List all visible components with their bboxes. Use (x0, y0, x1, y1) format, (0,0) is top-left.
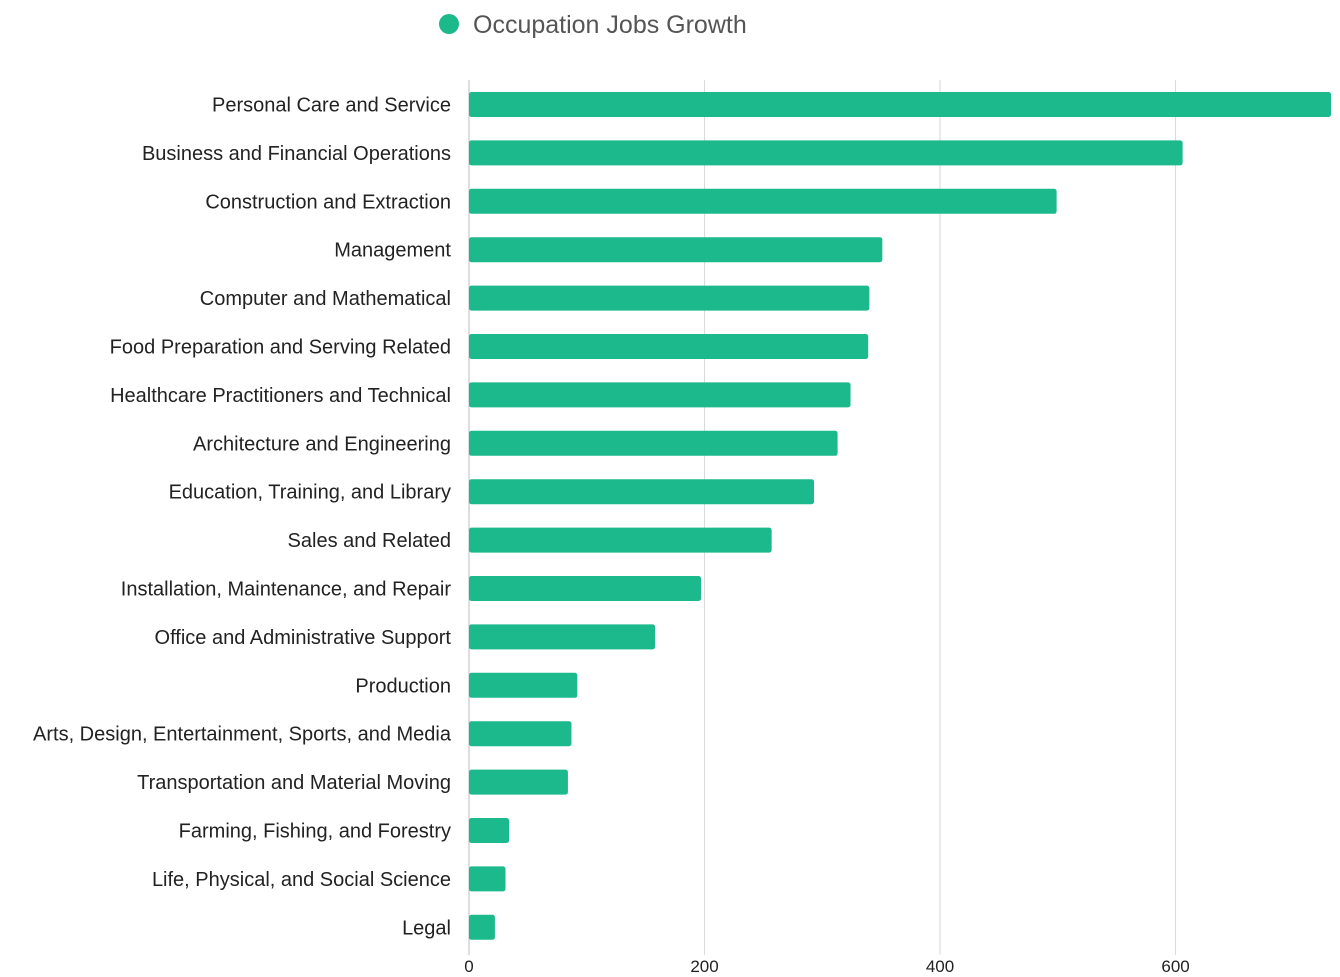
category-label: Production (355, 675, 451, 697)
x-tick-label: 200 (690, 957, 718, 976)
bar[interactable] (469, 479, 815, 505)
category-label: Office and Administrative Support (155, 627, 452, 649)
bar[interactable] (469, 382, 851, 408)
x-tick-label: 400 (926, 957, 954, 976)
gridlines (468, 80, 1177, 955)
category-label: Legal (402, 917, 451, 939)
bar[interactable] (469, 430, 838, 456)
bar[interactable] (469, 285, 870, 311)
legend[interactable]: Occupation Jobs Growth (439, 11, 747, 39)
category-label: Transportation and Material Moving (137, 772, 451, 794)
category-labels: Personal Care and Service Business and Fi… (33, 95, 452, 940)
x-axis-tick-labels: 0 200 400 600 (464, 957, 1189, 976)
bar[interactable] (469, 92, 1331, 117)
bar[interactable] (469, 624, 656, 650)
category-label: Education, Training, and Library (169, 482, 451, 504)
category-label: Computer and Mathematical (200, 288, 451, 310)
bar[interactable] (469, 672, 578, 698)
category-label: Farming, Fishing, and Forestry (179, 821, 451, 843)
legend-label: Occupation Jobs Growth (473, 11, 747, 39)
bar[interactable] (469, 721, 572, 747)
category-label: Construction and Extraction (205, 191, 451, 213)
category-label: Installation, Maintenance, and Repair (121, 579, 452, 601)
category-label: Life, Physical, and Social Science (152, 869, 451, 891)
bar[interactable] (469, 576, 701, 601)
bar[interactable] (469, 769, 568, 795)
category-label: Business and Financial Operations (142, 143, 451, 165)
x-tick-label: 600 (1161, 957, 1189, 976)
legend-marker-icon (439, 14, 459, 34)
category-label: Architecture and Engineering (193, 433, 451, 455)
bar[interactable] (469, 527, 772, 553)
category-label: Sales and Related (288, 530, 451, 552)
bar[interactable] (469, 237, 883, 263)
bar[interactable] (469, 914, 495, 940)
category-label: Personal Care and Service (212, 95, 451, 117)
bar[interactable] (469, 818, 510, 843)
x-tick-label: 0 (464, 957, 473, 976)
bar[interactable] (469, 188, 1057, 214)
category-label: Management (334, 240, 451, 262)
category-label: Healthcare Practitioners and Technical (110, 385, 451, 407)
category-label: Arts, Design, Entertainment, Sports, and… (33, 724, 452, 746)
bar[interactable] (469, 334, 869, 359)
bar[interactable] (469, 140, 1183, 166)
category-label: Food Preparation and Serving Related (110, 337, 451, 359)
bars (469, 92, 1331, 940)
bar[interactable] (469, 866, 506, 892)
